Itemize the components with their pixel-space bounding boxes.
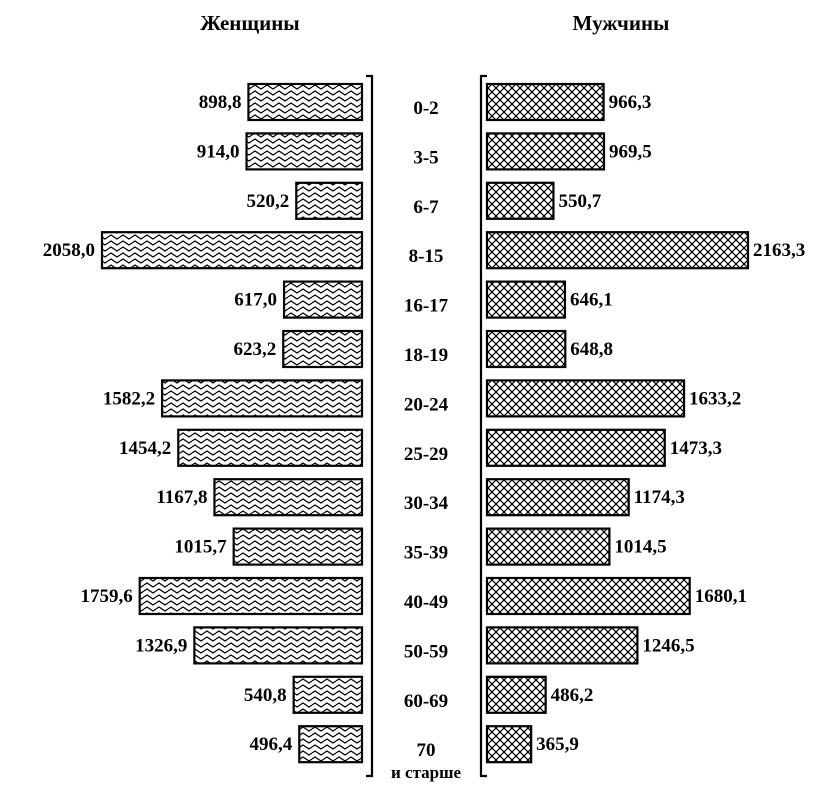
men-value-label: 2163,3 xyxy=(753,240,805,261)
women-bar-40-49 xyxy=(138,576,364,616)
men-value-label: 966,3 xyxy=(609,92,652,113)
men-bar-6-7 xyxy=(485,181,555,220)
left-axis xyxy=(366,74,374,778)
age-label-3-5: 3-5 xyxy=(413,147,438,168)
age-label-20-24: 20-24 xyxy=(404,394,449,415)
women-value-label: 617,0 xyxy=(234,290,277,311)
men-bar-0-2 xyxy=(485,82,605,122)
men-value-label: 1246,5 xyxy=(642,635,694,656)
women-bar-70 xyxy=(298,725,364,764)
men-value-label: 550,7 xyxy=(558,191,601,212)
women-bar-30-34 xyxy=(213,478,364,517)
men-value-label: 648,8 xyxy=(570,339,613,360)
women-value-label: 914,0 xyxy=(197,141,240,162)
men-bar-60-69 xyxy=(485,675,547,714)
women-value-label: 1167,8 xyxy=(156,487,207,508)
age-label-50-59: 50-59 xyxy=(404,641,448,662)
age-label-6-7: 6-7 xyxy=(413,197,439,218)
women-value-label: 496,4 xyxy=(250,734,293,755)
age-label-25-29: 25-29 xyxy=(404,444,448,465)
men-bars xyxy=(485,82,750,764)
men-value-label: 486,2 xyxy=(551,685,594,706)
men-value-label: 646,1 xyxy=(570,290,613,311)
women-bar-25-29 xyxy=(177,428,364,467)
age-label-70: 70 xyxy=(417,740,436,761)
women-bar-50-59 xyxy=(193,626,364,665)
men-bar-8-15 xyxy=(485,231,750,270)
men-bar-40-49 xyxy=(485,576,691,616)
men-bar-50-59 xyxy=(485,626,639,665)
men-title: Мужчины xyxy=(573,11,670,35)
age-label-sub: и старше xyxy=(391,763,461,782)
women-value-label: 2058,0 xyxy=(43,240,95,261)
men-value-label: 1174,3 xyxy=(634,487,685,508)
women-bar-20-24 xyxy=(161,379,364,418)
women-bar-0-2 xyxy=(247,82,364,122)
age-label-8-15: 8-15 xyxy=(409,246,444,267)
women-title: Женщины xyxy=(200,11,299,35)
women-bar-18-19 xyxy=(282,329,364,369)
men-bar-25-29 xyxy=(485,428,666,467)
women-value-labels: 898,8 914,0 520,2 2058,0 617,0 623,2 1582,2 145… xyxy=(43,92,293,755)
women-bars xyxy=(100,82,364,764)
men-bar-30-34 xyxy=(485,478,630,517)
men-value-label: 365,9 xyxy=(536,734,579,755)
men-value-label: 1473,3 xyxy=(670,438,722,459)
men-value-label: 969,5 xyxy=(609,141,652,162)
men-bar-3-5 xyxy=(485,132,606,171)
age-label-40-49: 40-49 xyxy=(404,592,448,613)
age-label-16-17: 16-17 xyxy=(404,296,449,317)
women-value-label: 520,2 xyxy=(247,191,290,212)
women-bar-16-17 xyxy=(282,280,364,319)
men-bar-20-24 xyxy=(485,379,686,418)
age-label-35-39: 35-39 xyxy=(404,543,448,564)
men-value-label: 1014,5 xyxy=(614,537,666,558)
women-value-label: 898,8 xyxy=(199,92,242,113)
age-label-60-69: 60-69 xyxy=(404,691,448,712)
women-value-label: 540,8 xyxy=(244,685,287,706)
men-value-label: 1633,2 xyxy=(689,388,741,409)
women-value-label: 1759,6 xyxy=(80,586,132,607)
men-value-label: 1680,1 xyxy=(695,586,747,607)
women-value-label: 1454,2 xyxy=(119,438,171,459)
women-value-label: 1326,9 xyxy=(135,635,187,656)
women-value-label: 1582,2 xyxy=(103,388,155,409)
age-group-labels: 0-2 3-5 6-7 8-15 16-17 18-19 20-24 25-29 30-34 35… xyxy=(391,98,461,782)
women-value-label: 623,2 xyxy=(234,339,277,360)
men-bar-35-39 xyxy=(485,527,611,566)
age-label-30-34: 30-34 xyxy=(404,493,449,514)
men-value-labels: 966,3 969,5 550,7 2163,3 646,1 648,8 1633,2 147… xyxy=(536,92,805,755)
women-bar-35-39 xyxy=(232,527,364,566)
men-bar-16-17 xyxy=(485,280,567,319)
age-label-0-2: 0-2 xyxy=(413,98,438,119)
men-bar-18-19 xyxy=(485,329,567,369)
men-bar-70 xyxy=(485,725,533,764)
women-value-label: 1015,7 xyxy=(174,537,227,558)
women-bar-3-5 xyxy=(245,132,364,171)
women-bar-6-7 xyxy=(295,181,364,220)
age-label-18-19: 18-19 xyxy=(404,345,448,366)
women-bar-8-15 xyxy=(100,231,364,270)
right-axis xyxy=(479,74,487,778)
women-bar-60-69 xyxy=(292,675,364,714)
